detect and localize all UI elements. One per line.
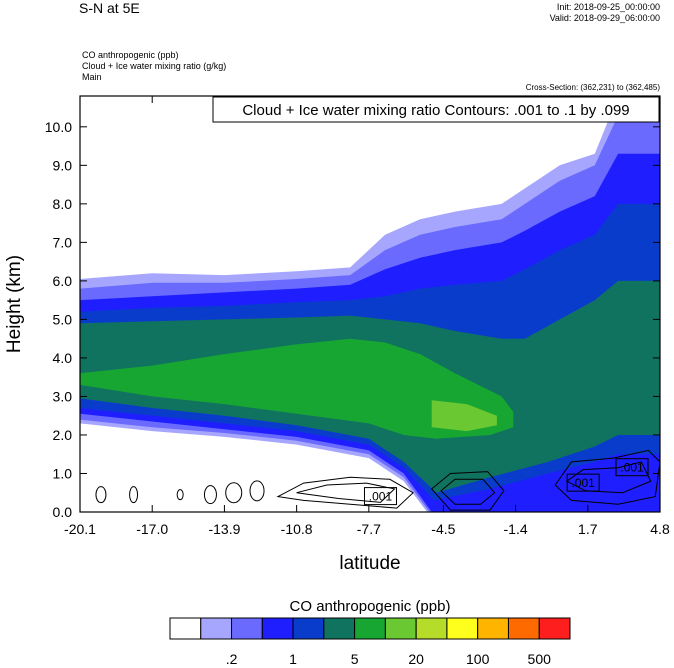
field-list: CO anthropogenic (ppb) Cloud + Ice water… <box>82 50 226 83</box>
cloud-contour-loop <box>440 478 496 505</box>
contour-label: .001 <box>571 476 595 490</box>
y-tick-label: 10.0 <box>45 119 72 135</box>
field-cloud: Cloud + Ice water mixing ratio (g/kg) <box>82 61 227 71</box>
contour-info-box <box>212 96 660 123</box>
x-tick-label: -4.5 <box>431 521 455 537</box>
y-tick-label: 4.0 <box>53 350 73 366</box>
x-tick-label: -7.7 <box>357 521 381 537</box>
cloud-contour-loop <box>276 476 414 509</box>
y-axis-label: Height (km) <box>4 255 25 353</box>
contour-label-box <box>566 473 600 492</box>
colorbar-swatch <box>292 617 325 640</box>
colorbar-tick-label: 100 <box>466 651 490 667</box>
co-level-7-region <box>431 400 497 432</box>
y-tick-label: 1.0 <box>53 465 73 481</box>
cloud-contour-oval <box>249 480 265 502</box>
field-main: Main <box>82 72 102 82</box>
y-tick-label: 5.0 <box>53 311 73 327</box>
field-co: CO anthropogenic (ppb) <box>82 50 179 60</box>
cloud-contour-oval <box>203 485 217 505</box>
init-valid-times: Init: 2018-09-25_00:00:00 Valid: 2018-09… <box>550 2 660 24</box>
cloud-contour-oval <box>95 486 107 504</box>
colorbar-tick-label: 1 <box>289 651 297 667</box>
y-tick-label: 3.0 <box>53 388 73 404</box>
x-axis: -20.1 -17.0 -13.9 -10.8 -7.7 -4.5 -1.4 1.7 4.8 <box>64 96 670 537</box>
contour-label-box <box>615 458 649 477</box>
colorbar-swatch <box>200 617 233 640</box>
colorbar-swatch <box>261 617 294 640</box>
co-level-6-region <box>80 338 514 439</box>
cross-section-label: Cross-Section: (362,231) to (362,485) <box>525 83 660 92</box>
colorbar-swatch <box>477 617 509 640</box>
x-tick-label: 1.7 <box>578 521 598 537</box>
colorbar-swatch <box>323 617 356 640</box>
y-axis: 0.0 1.0 2.0 3.0 4.0 5.0 6.0 7.0 8.0 9.0 10.0 <box>45 119 660 520</box>
cloud-contour-oval <box>129 486 139 504</box>
colorbar-tick-label: 5 <box>351 651 359 667</box>
x-tick-label: -17.0 <box>136 521 168 537</box>
init-time: Init: 2018-09-25_00:00:00 <box>556 2 660 12</box>
x-tick-label: -13.9 <box>208 521 240 537</box>
colorbar-tick-label: .2 <box>226 651 238 667</box>
cloud-contour-oval <box>225 482 243 504</box>
colorbar-swatch <box>354 617 386 640</box>
cloud-contour-oval <box>176 489 184 501</box>
x-tick-label: -10.8 <box>281 521 313 537</box>
colorbar-swatch <box>415 617 448 640</box>
y-tick-label: 8.0 <box>53 196 73 212</box>
valid-time: Valid: 2018-09-29_06:00:00 <box>549 13 660 23</box>
plot-frame <box>79 95 661 513</box>
colorbar-tick-label: 500 <box>528 651 552 667</box>
colorbar-title: CO anthropogenic (ppb) <box>290 598 451 615</box>
y-tick-label: 2.0 <box>53 427 73 443</box>
colorbar-swatch <box>384 617 417 640</box>
contour-label: .001 <box>620 461 644 475</box>
x-tick-label: -20.1 <box>64 521 96 537</box>
colorbar-swatch <box>231 617 263 640</box>
colorbar-swatch <box>538 617 571 640</box>
y-tick-label: 6.0 <box>53 273 73 289</box>
colorbar-tick-label: 20 <box>408 651 424 667</box>
y-tick-label: 0.0 <box>53 504 73 520</box>
colorbar-swatch <box>169 617 202 640</box>
colorbar-swatch <box>507 617 540 640</box>
x-axis-label: latitude <box>339 553 400 574</box>
contour-label: .001 <box>369 490 393 504</box>
shaded-co-field <box>80 96 660 512</box>
plot-title: S-N at 5E <box>79 0 140 16</box>
x-tick-label: -1.4 <box>504 521 528 537</box>
cloud-contours: .001 .001 .001 <box>95 449 660 511</box>
colorbar: .2 1 5 20 100 500 <box>169 617 571 667</box>
contour-info-text: Cloud + Ice water mixing ratio Contours:… <box>242 102 629 119</box>
contour-label-box <box>363 487 397 506</box>
y-tick-label: 7.0 <box>53 234 73 250</box>
colorbar-swatch <box>446 617 479 640</box>
y-tick-label: 9.0 <box>53 157 73 173</box>
cloud-contour-loop <box>430 471 505 511</box>
cloud-contour-loop <box>296 482 396 503</box>
x-tick-label: 4.8 <box>650 521 670 537</box>
cloud-contour-loop <box>554 449 660 505</box>
